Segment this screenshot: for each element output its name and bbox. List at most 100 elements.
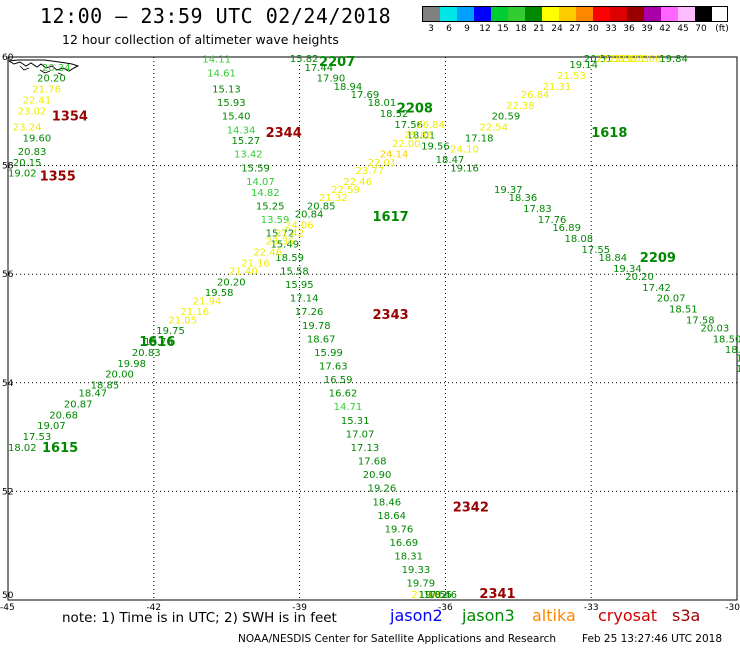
wave-height-value: 22.01 [368, 158, 397, 169]
legend-label: 9 [464, 24, 470, 34]
track-id-label: 1355 [40, 169, 76, 184]
legend-label: 42 [659, 24, 671, 34]
coastline-path [7, 59, 80, 72]
wave-height-value: 15.13 [212, 85, 241, 96]
wave-height-value: 21.42 [275, 228, 304, 239]
wave-height-value: 20.20 [625, 272, 654, 283]
legend-swatch [593, 7, 610, 21]
track-id-label: 2342 [453, 501, 489, 516]
wave-height-value: 25.86 [404, 131, 433, 142]
wave-height-value: 21.16 [181, 307, 210, 318]
lat-tick-label: 58 [2, 162, 14, 172]
wave-height-value: 17.58 [686, 315, 715, 326]
wave-height-value: 20.03 [701, 324, 730, 335]
track-id-label: 2344 [266, 126, 302, 141]
lon-tick-label: -36 [438, 603, 453, 613]
wave-height-value: 19.76 [385, 524, 414, 535]
coastline-detail [19, 65, 64, 76]
wave-height-value: 22.41 [23, 95, 52, 106]
wave-height-value: 20.20 [217, 277, 246, 288]
legend-swatch [678, 7, 695, 21]
wave-height-value: 15.25 [256, 201, 285, 212]
wave-height-value: 14.11 [202, 55, 231, 66]
wave-height-value: 20.15 [13, 158, 42, 169]
wave-height-value: 17.76 [538, 215, 567, 226]
legend-label: 24 [551, 24, 563, 34]
coastline-greenland [7, 59, 80, 76]
lat-tick-label: 60 [2, 53, 14, 63]
wave-height-value: 18.01 [368, 98, 397, 109]
wave-height-value: 24.06 [285, 220, 314, 231]
wave-height-value: 17.07 [346, 429, 375, 440]
wave-height-value: 19.56 [421, 142, 450, 153]
wave-height-value: 20.83 [18, 147, 47, 158]
lon-tick-label: -39 [292, 603, 307, 613]
wave-height-value: 22.59 [331, 185, 360, 196]
wave-height-value: 17.26 [295, 307, 324, 318]
wave-height-value: 23.02 [18, 106, 47, 117]
wave-height-value: 19.75 [156, 326, 185, 337]
wave-height-value: 20.68 [49, 410, 78, 421]
wave-height-value: 14.34 [227, 125, 256, 136]
track-id-label: 2343 [373, 308, 409, 323]
wave-height-value: 17.68 [358, 457, 387, 468]
wave-height-value: 17.55 [424, 590, 453, 601]
wave-height-value: 19.34 [613, 264, 642, 275]
wave-height-value: 20.85 [307, 201, 336, 212]
legend-swatch [559, 7, 576, 21]
wave-height-value: 18.52 [380, 109, 409, 120]
wave-height-value: 15.27 [232, 136, 261, 147]
legend-label: 70 [695, 24, 707, 34]
legend-swatch [695, 7, 712, 21]
lon-tick-label: -30 [725, 603, 740, 613]
wave-height-value: 15.59 [241, 163, 270, 174]
plot-border [7, 56, 738, 601]
wave-height-value: 19.37 [494, 185, 523, 196]
wave-height-value: 20.20 [37, 74, 66, 85]
wave-height-value: 15.99 [314, 348, 343, 359]
lat-lon-grid [7, 56, 738, 601]
wave-height-value: 18.81 [725, 345, 740, 356]
legend-swatch [508, 7, 525, 21]
legend-swatch [440, 7, 457, 21]
legend-swatch [491, 7, 508, 21]
wave-height-value: 19.76 [144, 337, 173, 348]
wave-height-value: 21.16 [241, 258, 270, 269]
wave-height-value: 23.24 [13, 123, 42, 134]
wave-height-value: 19.26 [368, 484, 397, 495]
wave-height-value: 18.47 [436, 155, 465, 166]
wave-height-value: 18 [736, 364, 740, 375]
wave-height-value: 20.07 [657, 294, 686, 305]
sat-s3a: s3a [672, 606, 701, 625]
wave-height-value: 21.31 [543, 82, 572, 93]
wave-height-value: 14.82 [251, 188, 280, 199]
lon-tick-label: -33 [584, 603, 599, 613]
legend-label: 45 [677, 24, 689, 34]
lat-tick-label: 52 [2, 487, 13, 497]
wave-height-value: 17.63 [319, 362, 348, 373]
wave-height-value: 18.01 [407, 131, 436, 142]
lon-tick-label: -45 [0, 603, 15, 613]
wave-height-value: 15.95 [285, 280, 314, 291]
legend-swatch [423, 7, 440, 21]
wave-height-value: 20.34 [42, 63, 71, 74]
credit-line: NOAA/NESDIS Center for Satellite Applica… [238, 633, 556, 645]
wave-height-value: 17.90 [317, 74, 346, 85]
wave-observations: 20.3420.2021.7622.4123.0223.2419.6020.83… [8, 54, 740, 601]
legend-label: 18 [515, 24, 527, 34]
lat-tick-label: 56 [2, 270, 14, 280]
wave-height-value: 17.42 [642, 283, 671, 294]
wave-height-value: 18.31 [394, 552, 423, 563]
wave-height-value: 21.66 [633, 54, 662, 65]
wave-height-value: 23.36 [266, 237, 295, 248]
wave-height-value: 17.55 [581, 245, 610, 256]
wave-height-value: 26.84 [416, 120, 445, 131]
wave-height-value: 19.07 [37, 421, 66, 432]
wave-height-value: 21.53 [557, 71, 586, 82]
wave-height-value: 22.54 [479, 123, 508, 134]
wave-height-value: 17.56 [394, 120, 423, 131]
wave-height-value: 21.73 [620, 54, 649, 65]
wave-height-value: 17.83 [523, 204, 552, 215]
wave-height-value: 26.84 [521, 90, 550, 101]
wave-height-value: 14.07 [246, 177, 275, 188]
